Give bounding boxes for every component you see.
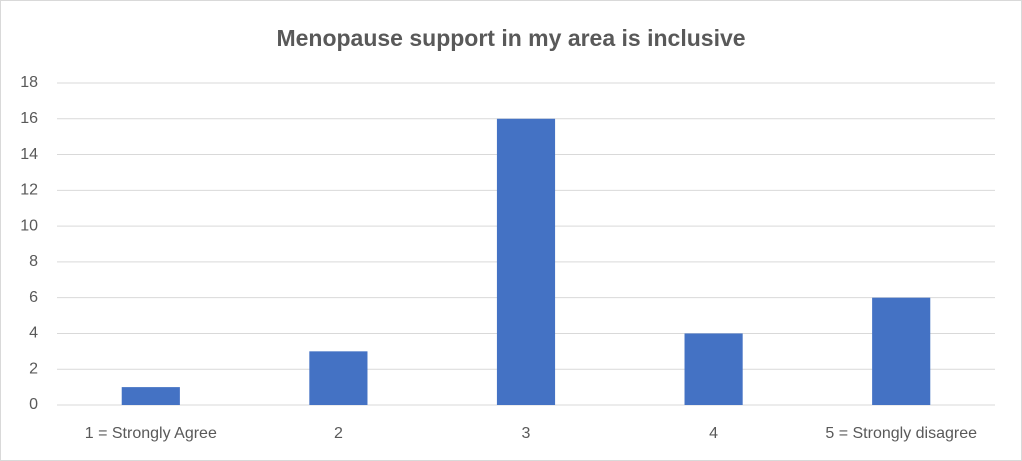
- bar: [309, 351, 368, 405]
- y-tick-label: 2: [29, 360, 38, 377]
- x-tick-label: 4: [709, 425, 718, 442]
- y-tick-label: 10: [20, 217, 38, 234]
- y-tick-label: 18: [20, 74, 38, 91]
- y-tick-label: 16: [20, 110, 38, 127]
- bar: [121, 387, 180, 405]
- bar: [684, 333, 743, 405]
- y-tick-label: 0: [29, 396, 38, 413]
- y-tick-label: 14: [20, 146, 38, 163]
- y-tick-label: 4: [29, 325, 38, 342]
- x-tick-label: 3: [522, 425, 531, 442]
- chart-title: Menopause support in my area is inclusiv…: [276, 25, 745, 51]
- x-tick-label: 5 = Strongly disagree: [825, 425, 977, 442]
- bar: [496, 118, 556, 406]
- y-tick-label: 12: [20, 182, 38, 199]
- x-tick-label: 2: [334, 425, 343, 442]
- x-tick-label: 1 = Strongly Agree: [85, 425, 217, 442]
- y-tick-label: 8: [29, 253, 38, 270]
- bar: [872, 297, 931, 405]
- y-tick-label: 6: [29, 289, 38, 306]
